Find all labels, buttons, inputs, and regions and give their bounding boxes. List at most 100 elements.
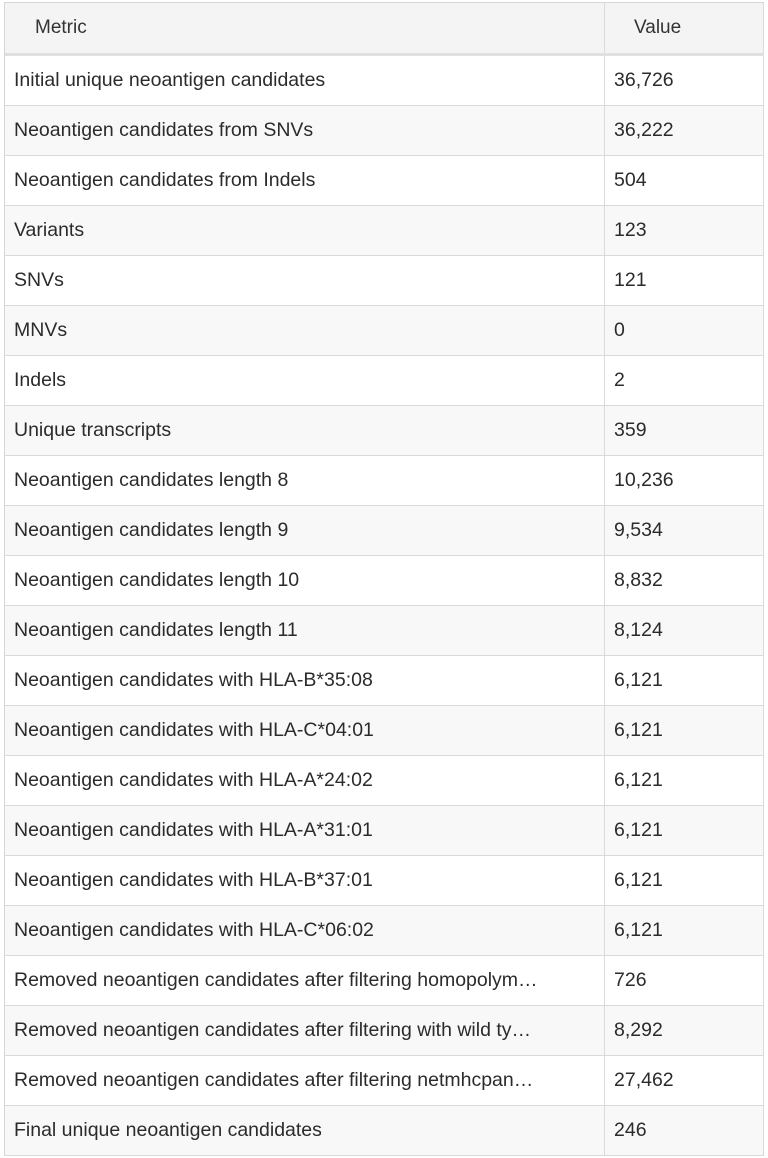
metric-cell: Removed neoantigen candidates after filt… [5,1006,605,1055]
metric-value: 6,121 [614,719,663,741]
metric-cell: Neoantigen candidates with HLA-B*37:01 [5,856,605,905]
table-row[interactable]: Neoantigen candidates length 8 10,236 [5,456,764,506]
column-header-metric[interactable]: Metric [5,3,605,53]
metric-value: 2 [614,369,625,391]
value-cell: 8,124 [605,606,764,655]
metric-value: 8,124 [614,619,663,641]
column-header-value-label: Value [634,17,682,38]
table-row[interactable]: Neoantigen candidates with HLA-A*24:02 6,… [5,756,764,806]
metric-cell: Neoantigen candidates with HLA-B*35:08 [5,656,605,705]
metric-label: Neoantigen candidates length 9 [14,519,289,541]
table-row[interactable]: SNVs 121 [5,256,764,306]
metric-label: Neoantigen candidates from Indels [14,169,316,191]
value-cell: 8,292 [605,1006,764,1055]
table-row[interactable]: Neoantigen candidates with HLA-B*35:08 6,… [5,656,764,706]
metric-cell: Neoantigen candidates length 10 [5,556,605,605]
metric-value: 10,236 [614,469,674,491]
metric-value: 6,121 [614,669,663,691]
table-row[interactable]: Removed neoantigen candidates after filt… [5,956,764,1006]
metric-cell: Neoantigen candidates with HLA-C*06:02 [5,906,605,955]
metric-cell: Neoantigen candidates from Indels [5,156,605,205]
metric-label: SNVs [14,269,64,291]
metric-cell: Removed neoantigen candidates after filt… [5,956,605,1005]
value-cell: 36,726 [605,56,764,105]
value-cell: 6,121 [605,706,764,755]
metric-label: Neoantigen candidates with HLA-A*24:02 [14,769,373,791]
metric-value: 6,121 [614,819,663,841]
table-row[interactable]: Neoantigen candidates length 10 8,832 [5,556,764,606]
table-row[interactable]: Neoantigen candidates from SNVs 36,222 [5,106,764,156]
value-cell: 6,121 [605,656,764,705]
value-cell: 27,462 [605,1056,764,1105]
metric-value: 27,462 [614,1069,674,1091]
table-row[interactable]: Neoantigen candidates with HLA-C*06:02 6,… [5,906,764,956]
metric-label: Variants [14,219,85,241]
metric-cell: Neoantigen candidates length 9 [5,506,605,555]
table-row[interactable]: Unique transcripts 359 [5,406,764,456]
metric-label: Neoantigen candidates with HLA-B*35:08 [14,669,373,691]
metric-label: Neoantigen candidates with HLA-C*06:02 [14,919,374,941]
value-cell: 36,222 [605,106,764,155]
metric-label: Removed neoantigen candidates after filt… [14,1019,532,1041]
metric-value: 123 [614,219,647,241]
table-row[interactable]: Neoantigen candidates with HLA-A*31:01 6,… [5,806,764,856]
table-row[interactable]: MNVs 0 [5,306,764,356]
column-header-value[interactable]: Value [605,3,764,53]
metric-label: Neoantigen candidates with HLA-B*37:01 [14,869,373,891]
table-row[interactable]: Initial unique neoantigen candidates 36,7… [5,56,764,106]
value-cell: 359 [605,406,764,455]
value-cell: 246 [605,1106,764,1155]
metric-value: 9,534 [614,519,663,541]
metric-cell: Indels [5,356,605,405]
table-row[interactable]: Neoantigen candidates from Indels 504 [5,156,764,206]
value-cell: 2 [605,356,764,405]
value-cell: 123 [605,206,764,255]
value-cell: 10,236 [605,456,764,505]
column-header-metric-label: Metric [35,17,87,38]
value-cell: 6,121 [605,856,764,905]
metric-label: MNVs [14,319,68,341]
table-row[interactable]: Neoantigen candidates length 9 9,534 [5,506,764,556]
value-cell: 9,534 [605,506,764,555]
metric-value: 8,292 [614,1019,663,1041]
value-cell: 6,121 [605,756,764,805]
table-row[interactable]: Variants 123 [5,206,764,256]
metric-cell: Variants [5,206,605,255]
metric-label: Indels [14,369,67,391]
metric-label: Neoantigen candidates from SNVs [14,119,314,141]
value-cell: 0 [605,306,764,355]
metric-value: 359 [614,419,647,441]
metric-cell: Neoantigen candidates length 8 [5,456,605,505]
metric-label: Neoantigen candidates length 11 [14,619,298,641]
table-row[interactable]: Indels 2 [5,356,764,406]
table-row[interactable]: Final unique neoantigen candidates 246 [5,1106,764,1156]
value-cell: 8,832 [605,556,764,605]
table-row[interactable]: Neoantigen candidates with HLA-B*37:01 6,… [5,856,764,906]
metric-label: Removed neoantigen candidates after filt… [14,1069,534,1091]
metric-cell: Neoantigen candidates length 11 [5,606,605,655]
metric-label: Final unique neoantigen candidates [14,1119,322,1141]
metric-value: 36,726 [614,69,674,91]
metric-value: 504 [614,169,647,191]
metric-value: 246 [614,1119,647,1141]
metric-cell: Final unique neoantigen candidates [5,1106,605,1155]
table-row[interactable]: Neoantigen candidates length 11 8,124 [5,606,764,656]
value-cell: 726 [605,956,764,1005]
metric-value: 0 [614,319,625,341]
metric-cell: Neoantigen candidates with HLA-A*31:01 [5,806,605,855]
metric-value: 36,222 [614,119,674,141]
metric-cell: Neoantigen candidates with HLA-A*24:02 [5,756,605,805]
table-header-row: Metric Value [5,3,764,56]
metrics-table: Metric Value Initial unique neoantigen c… [4,2,764,1156]
metric-label: Neoantigen candidates with HLA-C*04:01 [14,719,374,741]
metric-label: Removed neoantigen candidates after filt… [14,969,538,991]
table-row[interactable]: Removed neoantigen candidates after filt… [5,1056,764,1106]
metric-value: 6,121 [614,769,663,791]
metric-label: Neoantigen candidates length 8 [14,469,289,491]
table-row[interactable]: Neoantigen candidates with HLA-C*04:01 6,… [5,706,764,756]
value-cell: 504 [605,156,764,205]
metric-label: Neoantigen candidates with HLA-A*31:01 [14,819,373,841]
metric-cell: Neoantigen candidates with HLA-C*04:01 [5,706,605,755]
table-row[interactable]: Removed neoantigen candidates after filt… [5,1006,764,1056]
metric-cell: Unique transcripts [5,406,605,455]
